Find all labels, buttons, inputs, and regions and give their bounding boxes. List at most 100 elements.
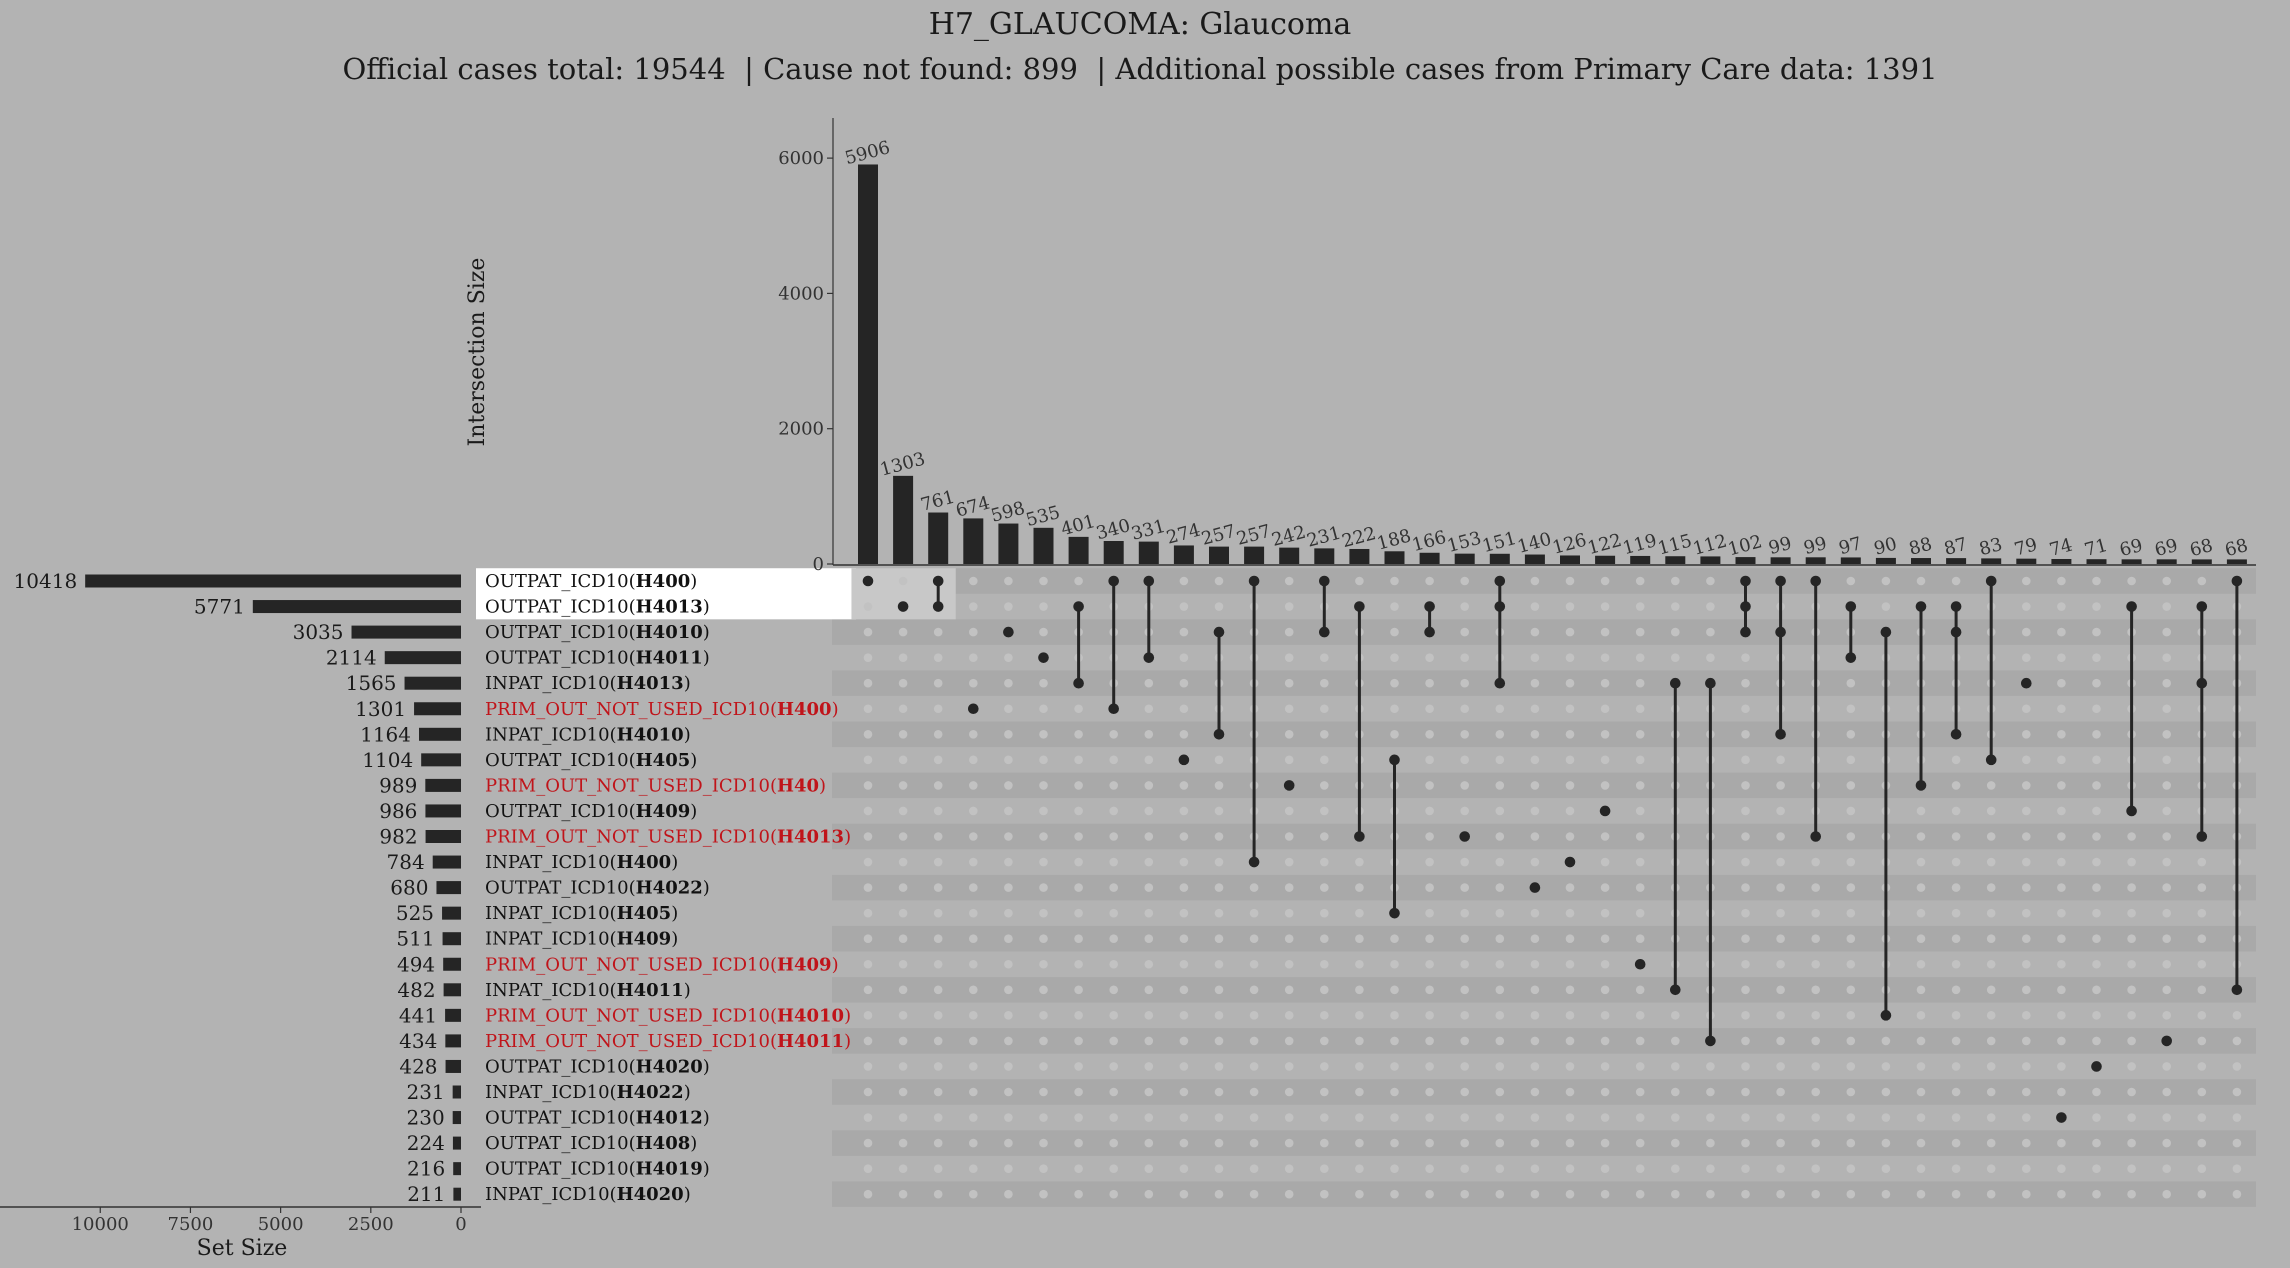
matrix-empty-dot [1565,1062,1575,1071]
set-size-bar [436,881,461,895]
matrix-empty-dot [1600,1189,1610,1199]
matrix-empty-dot [2127,832,2136,841]
matrix-empty-dot [1565,653,1575,662]
matrix-empty-dot [1951,806,1961,816]
matrix-empty-dot [1284,959,1294,969]
intersection-bar [2086,559,2107,564]
matrix-empty-dot [1776,857,1785,867]
matrix-empty-dot [2162,857,2171,867]
matrix-empty-dot [1144,781,1154,790]
matrix-empty-dot [1320,1113,1329,1122]
set-size-bars: 10418 OUTPAT_ICD10(H400)5771 OUTPAT_ICD10(… [14,569,852,1206]
matrix-empty-dot [1741,934,1750,943]
matrix-empty-dot [1986,1011,1996,1020]
set-name-prefix: OUTPAT_ICD10( [485,597,636,618]
matrix-empty-dot [2092,730,2101,739]
matrix-empty-dot [1425,832,1434,841]
matrix-empty-dot [863,704,873,714]
matrix-empty-dot [1004,576,1013,586]
intersection-bar [2156,559,2177,564]
matrix-empty-dot [1144,832,1154,841]
matrix-empty-dot [1390,1011,1399,1020]
matrix-empty-dot [1706,1138,1715,1148]
matrix-empty-dot [1144,1189,1154,1199]
matrix-empty-dot [1074,1164,1083,1173]
matrix-empty-dot [1425,1087,1434,1097]
intersection-bar-label: 126 [1550,530,1589,559]
matrix-empty-dot [2162,576,2171,586]
matrix-empty-dot [1706,1164,1715,1173]
matrix-empty-dot [1600,934,1610,943]
y-axis-label: Intersection Size [465,258,490,447]
matrix-empty-dot [2057,959,2066,969]
matrix-row-stripe [832,1079,2256,1105]
set-size-value: 216 [407,1157,445,1181]
matrix-empty-dot [1355,1189,1364,1199]
matrix-empty-dot [1671,1164,1680,1173]
matrix-empty-dot [969,832,978,841]
matrix-empty-dot [1741,1113,1750,1122]
set-name-code: H4011 [777,1031,844,1052]
matrix-empty-dot [1776,1189,1785,1199]
matrix-empty-dot [2162,934,2171,943]
matrix-empty-dot [1706,576,1715,586]
matrix-empty-dot [2197,576,2207,586]
matrix-empty-dot [1214,781,1224,790]
matrix-empty-dot [1390,576,1399,586]
intersection-bar-label: 87 [1942,534,1970,560]
matrix-filled-dot [1178,754,1190,766]
matrix-empty-dot [1109,934,1118,943]
intersection-bar-label: 340 [1094,515,1133,544]
matrix-empty-dot [898,857,908,867]
matrix-empty-dot [1144,704,1154,714]
matrix-empty-dot [1565,1113,1575,1122]
matrix-empty-dot [2232,1062,2242,1071]
set-size-value: 2114 [326,646,377,670]
matrix-empty-dot [1635,934,1645,943]
matrix-filled-dot [1845,601,1857,612]
matrix-empty-dot [1179,1164,1189,1173]
matrix-empty-dot [2022,908,2031,918]
matrix-empty-dot [2022,755,2031,765]
matrix-empty-dot [1565,934,1575,943]
matrix-empty-dot [1284,1138,1294,1148]
matrix-empty-dot [933,832,943,841]
matrix-filled-dot [1775,729,1786,740]
matrix-empty-dot [1320,985,1329,995]
matrix-empty-dot [1495,934,1505,943]
matrix-empty-dot [1179,908,1189,918]
matrix-empty-dot [2162,1113,2171,1122]
intersection-bar-label: 5906 [843,137,893,169]
matrix-empty-dot [1811,1113,1820,1122]
matrix-row-stripe [832,874,2256,901]
set-name-label: PRIM_OUT_NOT_USED_ICD10(H409) [485,954,839,975]
intersection-bar [1103,541,1124,564]
matrix-empty-dot [2092,883,2101,892]
matrix-empty-dot [1530,730,1540,739]
matrix-empty-dot [898,576,908,586]
matrix-empty-dot [2092,857,2101,867]
matrix-filled-dot [1529,882,1541,893]
matrix-filled-dot [1038,652,1049,663]
intersection-bar-label: 97 [1837,533,1865,559]
matrix-empty-dot [1425,781,1434,790]
matrix-empty-dot [1355,934,1364,943]
matrix-empty-dot [1741,908,1750,918]
matrix-empty-dot [1916,1138,1926,1148]
matrix-empty-dot [1565,781,1575,790]
matrix-filled-dot [1985,754,1997,766]
intersection-bar [1840,557,1861,564]
matrix-empty-dot [1460,602,1469,611]
matrix-empty-dot [1039,704,1048,714]
matrix-empty-dot [1039,1036,1048,1046]
matrix-empty-dot [1951,934,1961,943]
matrix-empty-dot [933,1036,943,1046]
matrix-empty-dot [1881,1138,1891,1148]
intersection-bar-label: 102 [1726,531,1765,560]
matrix-empty-dot [1425,1164,1434,1173]
intersection-bars: 5906130376167459853540134033127425725724… [843,137,2250,564]
matrix-empty-dot [1741,1189,1750,1199]
matrix-empty-dot [863,602,873,611]
matrix-empty-dot [1986,857,1996,867]
